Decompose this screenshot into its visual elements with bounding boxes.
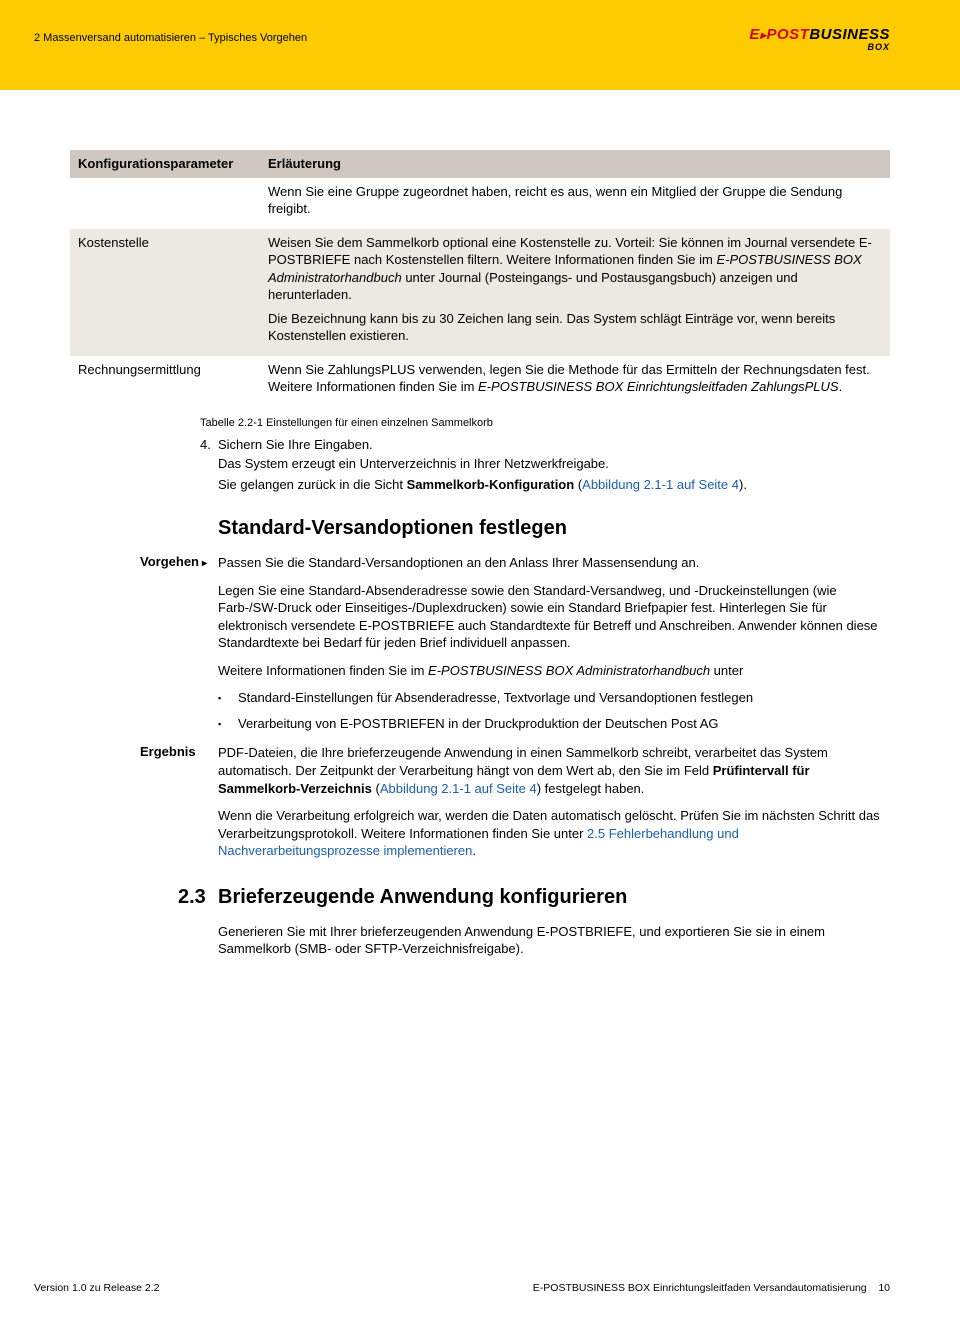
footer-product: E-POSTBUSINESS BOX <box>533 1282 650 1294</box>
brand-logo: E▸POSTBUSINESS BOX <box>749 26 890 52</box>
section-title: Brieferzeugende Anwendung konfigurieren <box>218 886 627 908</box>
text: Weitere Informationen finden Sie im <box>218 663 428 678</box>
body-text: Sie gelangen zurück in die Sicht Sammelk… <box>218 476 890 494</box>
cell-desc: Wenn Sie eine Gruppe zugeordnet haben, r… <box>260 178 890 229</box>
body-text: Legen Sie eine Standard-Absenderadresse … <box>218 582 890 652</box>
text: Sie gelangen zurück in die Sicht <box>218 477 407 492</box>
body-text: Wenn die Verarbeitung erfolgreich war, w… <box>218 807 890 860</box>
bold-text: Sammelkorb-Konfiguration <box>407 477 575 492</box>
footer-doc: Einrichtungsleitfaden Versandautomatisie… <box>650 1282 867 1294</box>
text: ( <box>574 477 582 492</box>
logo-post: POST <box>766 26 809 43</box>
cell-para: Wenn Sie eine Gruppe zugeordnet haben, r… <box>268 183 882 218</box>
heading-standard-versandoptionen: Standard-Versandoptionen festlegen <box>218 517 890 540</box>
figure-link[interactable]: Abbildung 2.1-1 auf Seite 4 <box>380 781 537 796</box>
section-number: 2.3 <box>70 886 218 909</box>
table-caption: Tabelle 2.2-1 Einstellungen für einen ei… <box>200 417 890 429</box>
text: ) festgelegt haben. <box>537 781 645 796</box>
cell-desc: Wenn Sie ZahlungsPLUS verwenden, legen S… <box>260 356 890 407</box>
text: unter <box>710 663 743 678</box>
step-number: 4. <box>200 437 218 452</box>
text: Wenn die Verarbeitung erfolgreich war, w… <box>218 808 880 841</box>
ergebnis-block: Ergebnis PDF-Dateien, die Ihre brieferze… <box>70 744 890 859</box>
vorgehen-block: Vorgehen▸ Passen Sie die Standard-Versan… <box>70 554 890 732</box>
cell-para: Wenn Sie ZahlungsPLUS verwenden, legen S… <box>268 361 882 396</box>
logo-business: BUSINESS <box>809 26 890 43</box>
step-4: 4.Sichern Sie Ihre Eingaben. <box>200 437 890 452</box>
cell-para: Die Bezeichnung kann bis zu 30 Zeichen l… <box>268 310 882 345</box>
figure-link[interactable]: Abbildung 2.1-1 auf Seite 4 <box>582 477 739 492</box>
th-desc: Erläuterung <box>260 150 890 178</box>
body-text: PDF-Dateien, die Ihre brieferzeugende An… <box>218 744 890 797</box>
text: . <box>472 843 476 858</box>
list-item: Standard-Einstellungen für Absenderadres… <box>218 689 890 707</box>
text: ). <box>739 477 747 492</box>
table-header-row: Konfigurationsparameter Erläuterung <box>70 150 890 178</box>
cell-param <box>70 178 260 229</box>
breadcrumb: 2 Massenversand automatisieren – Typisch… <box>34 32 307 44</box>
body-text: Passen Sie die Standard-Versandoptionen … <box>218 554 890 572</box>
cell-para: Weisen Sie dem Sammelkorb optional eine … <box>268 234 882 304</box>
step-text: Sichern Sie Ihre Eingaben. <box>218 437 373 452</box>
body-text: Weitere Informationen finden Sie im E-PO… <box>218 662 890 680</box>
logo-e-icon: E <box>749 26 760 43</box>
italic-text: E-POSTBUSINESS BOX Administratorhandbuch <box>428 663 710 678</box>
cell-param: Kostenstelle <box>70 229 260 356</box>
config-table: Konfigurationsparameter Erläuterung Wenn… <box>70 150 890 407</box>
table-row: Wenn Sie eine Gruppe zugeordnet haben, r… <box>70 178 890 229</box>
th-param: Konfigurationsparameter <box>70 150 260 178</box>
body-text: Generieren Sie mit Ihrer brieferzeugende… <box>218 923 890 958</box>
logo-sub: BOX <box>749 42 890 52</box>
arrow-icon: ▸ <box>202 558 207 569</box>
cell-desc: Weisen Sie dem Sammelkorb optional eine … <box>260 229 890 356</box>
footer-right: E-POSTBUSINESS BOX Einrichtungsleitfaden… <box>533 1282 890 1294</box>
side-label-ergebnis: Ergebnis <box>140 744 196 759</box>
list-item: Verarbeitung von E-POSTBRIEFEN in der Dr… <box>218 715 890 733</box>
page-footer: Version 1.0 zu Release 2.2 E-POSTBUSINES… <box>0 1282 960 1294</box>
side-label-vorgehen: Vorgehen▸ <box>140 554 207 569</box>
heading-2-3: 2.3Brieferzeugende Anwendung konfigurier… <box>70 886 890 909</box>
header-bar: 2 Massenversand automatisieren – Typisch… <box>0 0 960 90</box>
page-number: 10 <box>878 1282 890 1294</box>
footer-version: Version 1.0 zu Release 2.2 <box>34 1282 160 1294</box>
bullet-list: Standard-Einstellungen für Absenderadres… <box>218 689 890 732</box>
table-row: Kostenstelle Weisen Sie dem Sammelkorb o… <box>70 229 890 356</box>
table-row: Rechnungsermittlung Wenn Sie ZahlungsPLU… <box>70 356 890 407</box>
cell-param: Rechnungsermittlung <box>70 356 260 407</box>
text: ( <box>372 781 380 796</box>
body-text: Das System erzeugt ein Unterverzeichnis … <box>218 455 890 473</box>
